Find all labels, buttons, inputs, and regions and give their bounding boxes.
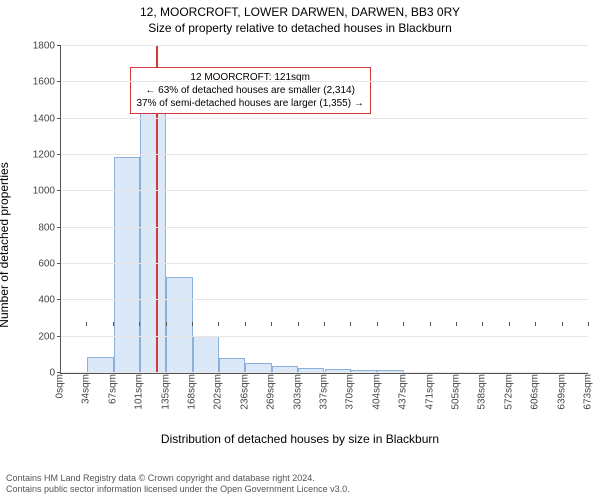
x-tick-mark	[350, 322, 351, 326]
chart-title-block: 12, MOORCROFT, LOWER DARWEN, DARWEN, BB3…	[0, 0, 600, 36]
x-tick-label: 639sqm	[556, 374, 567, 410]
x-tick-mark	[562, 322, 563, 326]
annotation-box: 12 MOORCROFT: 121sqm ← 63% of detached h…	[130, 67, 371, 114]
x-tick-mark	[60, 322, 61, 326]
histogram-bar	[140, 102, 166, 373]
histogram-bar	[114, 157, 140, 373]
x-tick-label: 101sqm	[134, 374, 145, 410]
y-tick-label: 1400	[33, 113, 61, 124]
x-tick-mark	[535, 322, 536, 326]
footer-attribution: Contains HM Land Registry data © Crown c…	[6, 473, 350, 496]
x-tick-mark	[192, 322, 193, 326]
x-tick-label: 437sqm	[398, 374, 409, 410]
x-tick-label: 202sqm	[213, 374, 224, 410]
x-tick-label: 606sqm	[530, 374, 541, 410]
y-tick-label: 400	[38, 295, 61, 306]
x-tick-label: 337sqm	[319, 374, 330, 410]
grid-line	[61, 227, 588, 228]
x-tick-label: 505sqm	[451, 374, 462, 410]
x-tick-mark	[403, 322, 404, 326]
x-tick-mark	[218, 322, 219, 326]
x-tick-mark	[588, 322, 589, 326]
x-tick-mark	[377, 322, 378, 326]
x-axis-label: Distribution of detached houses by size …	[0, 432, 600, 446]
title-line-1: 12, MOORCROFT, LOWER DARWEN, DARWEN, BB3…	[0, 4, 600, 20]
x-tick-mark	[113, 322, 114, 326]
grid-line	[61, 154, 588, 155]
x-tick-mark	[324, 322, 325, 326]
x-tick-label: 538sqm	[477, 374, 488, 410]
x-tick-label: 471sqm	[424, 374, 435, 410]
grid-line	[61, 81, 588, 82]
y-tick-label: 600	[38, 259, 61, 270]
histogram-bar	[193, 336, 219, 373]
x-tick-mark	[245, 322, 246, 326]
grid-line	[61, 118, 588, 119]
x-tick-mark	[86, 322, 87, 326]
x-ticks-layer: 0sqm34sqm67sqm101sqm135sqm168sqm202sqm23…	[60, 374, 588, 426]
x-tick-mark	[139, 322, 140, 326]
y-tick-label: 1000	[33, 186, 61, 197]
x-tick-mark	[430, 322, 431, 326]
x-tick-label: 67sqm	[107, 374, 118, 404]
annotation-line-3: 37% of semi-detached houses are larger (…	[137, 97, 364, 110]
x-tick-label: 0sqm	[55, 374, 66, 398]
histogram-bar	[219, 358, 245, 373]
x-tick-mark	[482, 322, 483, 326]
y-tick-label: 1800	[33, 41, 61, 52]
x-tick-label: 673sqm	[583, 374, 594, 410]
x-tick-mark	[298, 322, 299, 326]
y-tick-label: 800	[38, 222, 61, 233]
chart-area: Number of detached properties 12 MOORCRO…	[0, 38, 600, 452]
x-tick-label: 572sqm	[503, 374, 514, 410]
x-tick-label: 370sqm	[345, 374, 356, 410]
y-tick-label: 1200	[33, 150, 61, 161]
x-tick-label: 34sqm	[81, 374, 92, 404]
grid-line	[61, 45, 588, 46]
title-line-2: Size of property relative to detached ho…	[0, 20, 600, 36]
grid-line	[61, 190, 588, 191]
x-tick-label: 404sqm	[371, 374, 382, 410]
x-tick-label: 269sqm	[266, 374, 277, 410]
histogram-bar	[166, 277, 192, 373]
grid-line	[61, 372, 588, 373]
y-tick-label: 1600	[33, 77, 61, 88]
grid-line	[61, 299, 588, 300]
annotation-line-2: ← 63% of detached houses are smaller (2,…	[137, 84, 364, 97]
x-tick-mark	[271, 322, 272, 326]
x-tick-mark	[166, 322, 167, 326]
grid-line	[61, 336, 588, 337]
x-tick-label: 135sqm	[160, 374, 171, 410]
footer-line-2: Contains public sector information licen…	[6, 484, 350, 496]
grid-line	[61, 263, 588, 264]
x-tick-label: 236sqm	[239, 374, 250, 410]
y-axis-label: Number of detached properties	[0, 162, 11, 327]
x-tick-label: 303sqm	[292, 374, 303, 410]
x-tick-mark	[509, 322, 510, 326]
x-tick-label: 168sqm	[187, 374, 198, 410]
histogram-bar	[87, 357, 113, 373]
y-tick-label: 200	[38, 331, 61, 342]
x-tick-mark	[456, 322, 457, 326]
footer-line-1: Contains HM Land Registry data © Crown c…	[6, 473, 350, 485]
